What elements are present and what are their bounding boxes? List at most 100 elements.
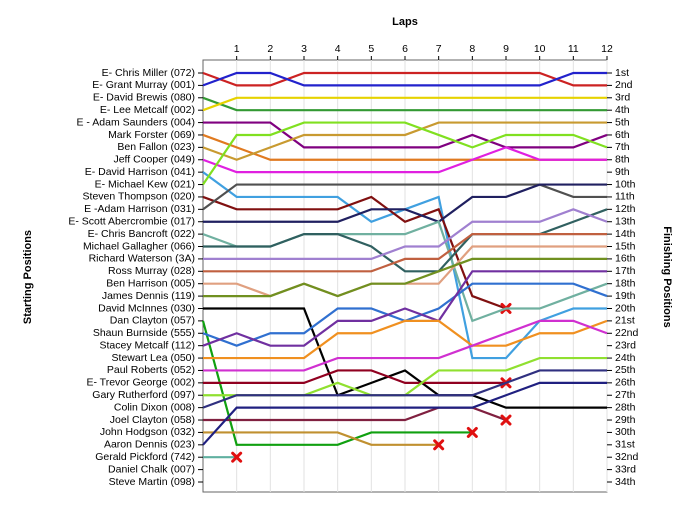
driver-label: David McInnes (030)	[98, 302, 195, 314]
lap-line	[203, 183, 607, 223]
y2-tick-label: 6th	[615, 129, 630, 141]
lap-line	[202, 381, 607, 446]
driver-label: E - Adam Saunders (004)	[77, 116, 195, 128]
driver-label: Ben Fallon (023)	[117, 141, 195, 153]
chart-title: Laps	[392, 16, 418, 28]
y2-tick-label: 31st	[615, 439, 635, 451]
driver-label: Michael Gallagher (066)	[83, 240, 195, 252]
driver-label: Gary Rutherford (097)	[92, 389, 195, 401]
lap-line	[203, 431, 439, 446]
x-tick-label: 8	[469, 43, 475, 55]
y2-tick-label: 23rd	[615, 339, 636, 351]
driver-label: E- Trevor George (002)	[86, 377, 195, 389]
retired-marker	[433, 439, 445, 451]
y2-tick-label: 25th	[615, 364, 636, 376]
y2-tick-label: 4th	[615, 104, 630, 116]
driver-label: Stacey Metcalf (112)	[99, 339, 195, 351]
x-tick-label: 12	[601, 43, 613, 55]
x-tick-label: 6	[402, 43, 408, 55]
y2-tick-label: 13th	[615, 216, 636, 228]
retired-marker	[466, 426, 478, 438]
driver-label: Steve Martin (098)	[109, 476, 195, 488]
y2-tick-label: 5th	[615, 116, 630, 128]
driver-label: Paul Roberts (052)	[107, 364, 195, 376]
y2-tick-label: 27th	[615, 389, 636, 401]
y2-tick-label: 30th	[615, 426, 636, 438]
lap-line	[202, 369, 607, 409]
x-tick-label: 1	[234, 43, 240, 55]
lap-line	[203, 233, 607, 273]
x-tick-label: 10	[534, 43, 546, 55]
lap-line	[202, 270, 607, 347]
y2-tick-label: 3rd	[615, 92, 630, 104]
lap-line	[203, 307, 607, 409]
lap-line	[202, 71, 607, 87]
driver-label: James Dennis (119)	[102, 290, 195, 302]
lap-line	[203, 319, 608, 360]
x-tick-label: 2	[267, 43, 273, 55]
lap-line	[203, 319, 608, 372]
lap-line	[202, 71, 607, 87]
driver-label: E- Chris Bancroft (022)	[88, 228, 195, 240]
y2-tick-label: 29th	[615, 414, 636, 426]
driver-label: Shaun Burnside (555)	[93, 327, 195, 339]
y2-tick-label: 12th	[615, 203, 636, 215]
driver-label: John Hodgson (032)	[100, 426, 195, 438]
y2-tick-label: 1st	[615, 67, 629, 79]
y2-tick-label: 8th	[615, 154, 630, 166]
y2-tick-label: 2nd	[615, 79, 633, 91]
driver-label: Gerald Pickford (742)	[95, 451, 195, 463]
y2-tick-label: 9th	[615, 166, 630, 178]
y2-tick-label: 10th	[615, 178, 636, 190]
driver-label: Joel Clayton (058)	[110, 414, 195, 426]
y2-tick-label: 7th	[615, 141, 630, 153]
driver-label: Dan Clayton (057)	[110, 315, 195, 327]
driver-label: Daniel Chalk (007)	[108, 463, 195, 475]
lap-line	[203, 121, 608, 149]
y2-tick-label: 16th	[615, 253, 636, 265]
lap-line	[203, 369, 506, 384]
lap-line	[202, 121, 607, 161]
driver-label: Ross Murray (028)	[108, 265, 195, 277]
x-tick-label: 7	[436, 43, 442, 55]
driver-label: E -Adam Harrison (031)	[84, 203, 195, 215]
lap-line	[203, 208, 608, 261]
y2-axis-title: Finishing Positions	[661, 226, 673, 327]
retired-marker	[231, 451, 243, 463]
driver-label: Ben Harrison (005)	[106, 277, 195, 289]
driver-label: Jeff Cooper (049)	[113, 154, 195, 166]
driver-label: E- Scott Abercrombie (017)	[68, 216, 195, 228]
x-tick-label: 5	[368, 43, 374, 55]
y2-tick-label: 33rd	[615, 463, 636, 475]
retired-marker	[500, 414, 512, 426]
y2-tick-label: 26th	[615, 377, 636, 389]
driver-label: Stewart Lea (050)	[112, 352, 195, 364]
driver-label: Mark Forster (069)	[108, 129, 195, 141]
y-axis-title: Starting Positions	[22, 230, 34, 324]
driver-label: Aaron Dennis (023)	[104, 439, 195, 451]
lap-line	[202, 121, 608, 186]
y2-tick-label: 21st	[615, 315, 635, 327]
driver-label: Steven Thompson (020)	[83, 191, 195, 203]
lap-line	[203, 257, 607, 298]
y2-tick-label: 28th	[615, 401, 636, 413]
y2-tick-label: 24th	[615, 352, 636, 364]
driver-label: E- Chris Miller (072)	[102, 67, 195, 79]
driver-label: E- Grant Murray (001)	[92, 79, 195, 91]
y2-tick-label: 19th	[615, 290, 636, 302]
x-tick-label: 4	[335, 43, 341, 55]
y2-tick-label: 22nd	[615, 327, 639, 339]
y2-tick-label: 11th	[615, 191, 635, 203]
driver-label: Colin Dixon (008)	[114, 401, 195, 413]
driver-label: Richard Waterson (3A)	[89, 253, 195, 265]
y2-tick-label: 15th	[615, 240, 636, 252]
y2-tick-label: 32nd	[615, 451, 639, 463]
driver-label: E- David Brewis (080)	[93, 92, 195, 104]
x-tick-label: 11	[568, 43, 579, 55]
y2-tick-label: 14th	[615, 228, 636, 240]
lap-line	[202, 96, 607, 112]
y2-tick-label: 17th	[615, 265, 636, 277]
lap-line	[202, 146, 607, 174]
x-tick-label: 9	[503, 43, 509, 55]
